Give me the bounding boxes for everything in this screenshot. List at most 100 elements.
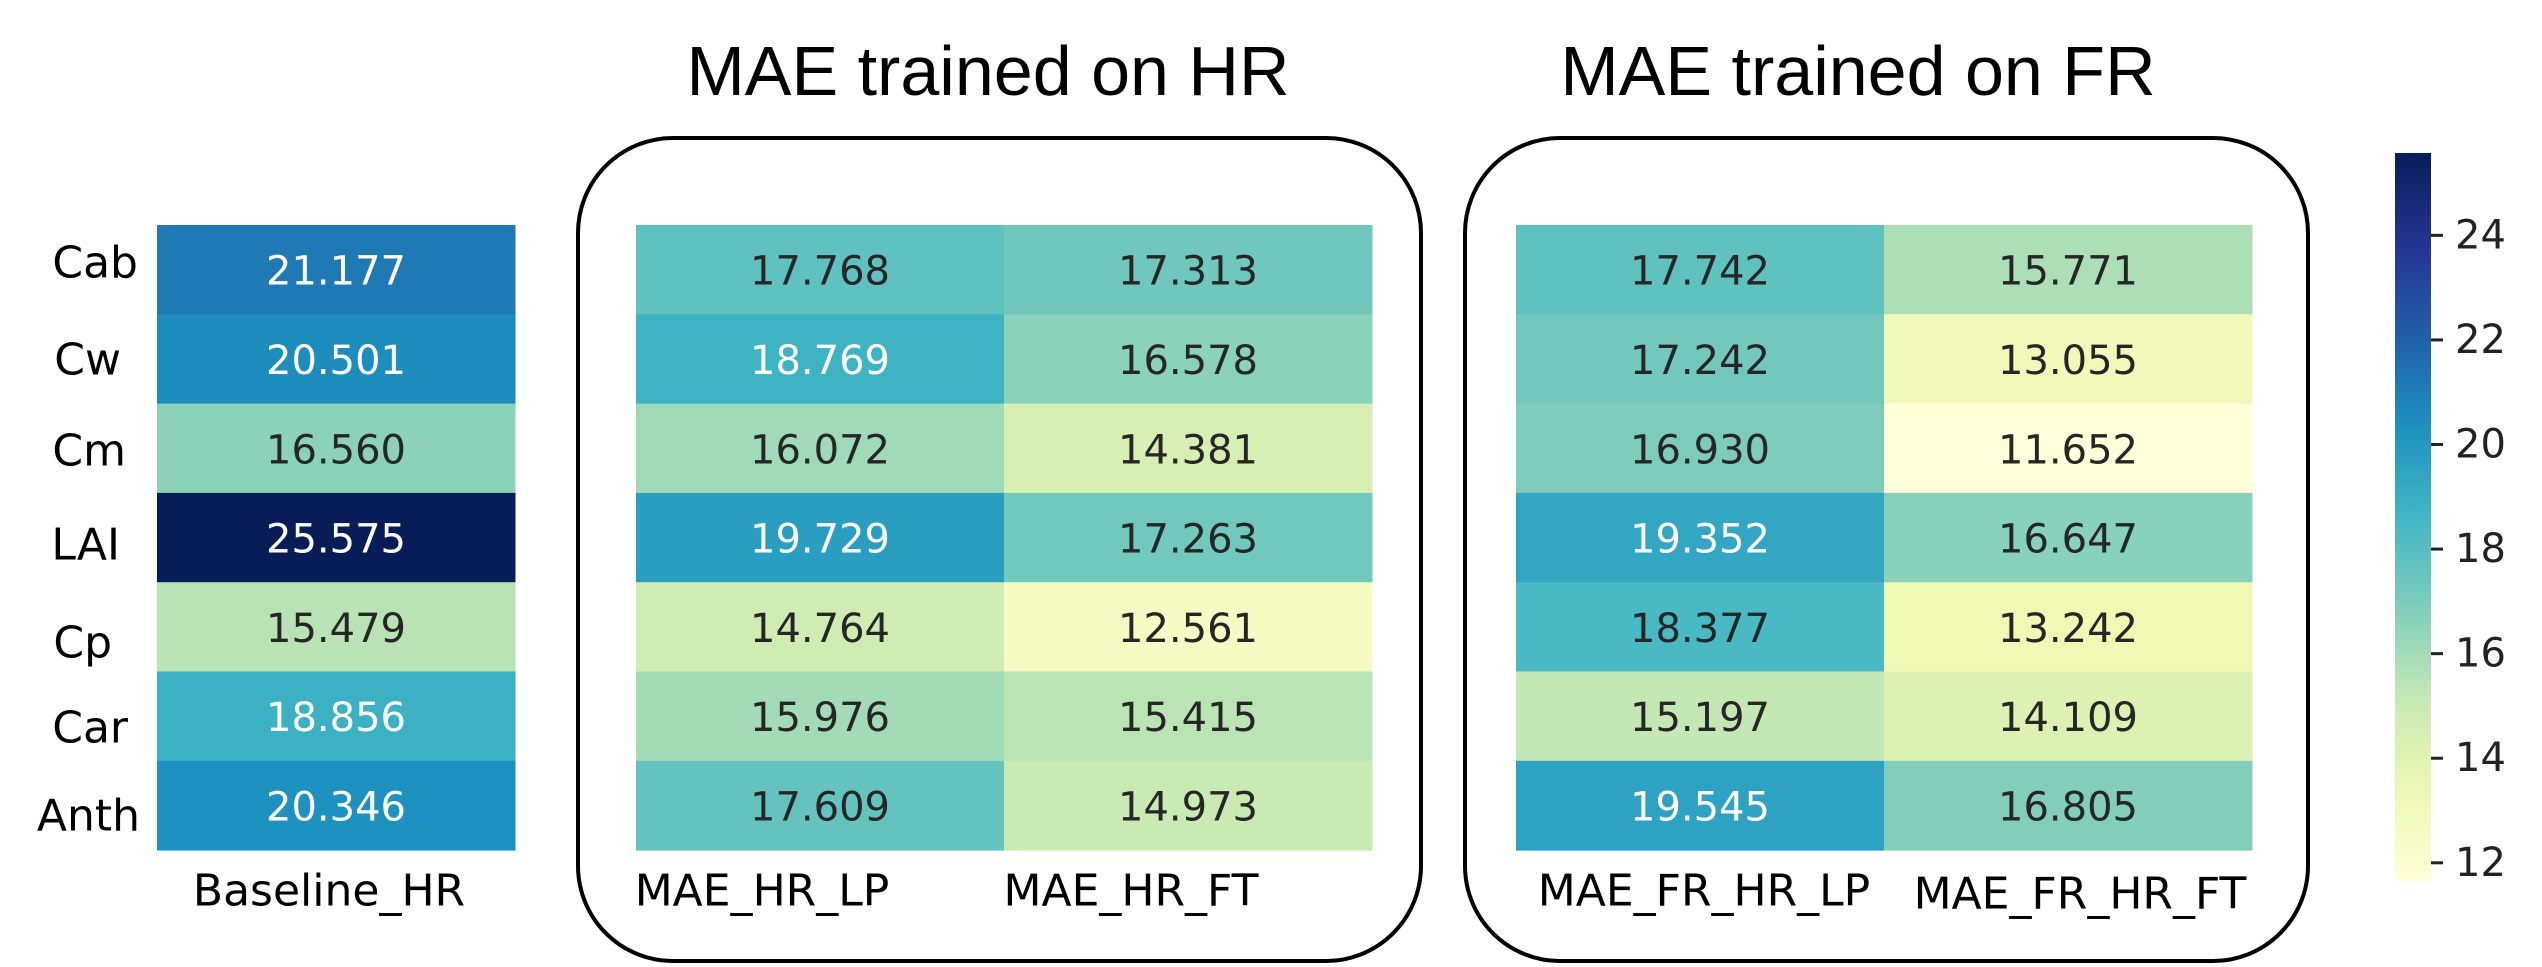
cell-value-label: 15.976 — [750, 695, 890, 741]
heatmap-cell — [636, 314, 1005, 405]
heatmap-cell — [1516, 671, 1885, 762]
heatmap-cell — [636, 760, 1005, 851]
heatmap-cell — [636, 582, 1005, 672]
heatmap-cell — [1884, 225, 2253, 315]
heatmap-cell — [1004, 492, 1373, 583]
cell-value-label: 20.346 — [266, 784, 406, 830]
heatmap-cell — [1884, 403, 2253, 494]
col-label-baseline-hr: Baseline_HR — [193, 866, 465, 917]
group-frame-hr — [576, 136, 1423, 963]
col-label-mae-fr-hr-ft: MAE_FR_HR_FT — [1914, 869, 2247, 920]
heatmap-cell — [1004, 671, 1373, 762]
heatmap-cell — [1516, 314, 1885, 405]
heatmap-cell — [157, 582, 516, 672]
row-label-cm: Cm — [52, 426, 126, 477]
heatmap-cell — [636, 492, 1005, 583]
row-label-anth: Anth — [37, 791, 140, 842]
colorbar-tick-label: 18 — [2455, 526, 2506, 572]
cell-value-label: 16.805 — [1998, 784, 2138, 830]
colorbar-tick-label: 24 — [2455, 212, 2506, 258]
heatmap-cell — [1004, 403, 1373, 494]
col-label-mae-hr-lp: MAE_HR_LP — [635, 866, 890, 917]
cell-value-label: 15.771 — [1998, 249, 2138, 295]
heatmap-cell — [1004, 760, 1373, 851]
col-label-mae-hr-ft: MAE_HR_FT — [1004, 866, 1259, 917]
heatmap-cell — [1516, 760, 1885, 851]
cell-value-label: 14.381 — [1118, 427, 1258, 473]
cell-value-label: 15.415 — [1118, 695, 1258, 741]
cell-value-label: 16.647 — [1998, 517, 2138, 563]
heatmap-cell — [1516, 582, 1885, 672]
heatmap-cell — [1884, 492, 2253, 583]
heatmap-cell — [1516, 492, 1885, 583]
column-labels: Baseline_HR MAE_HR_LP MAE_HR_FT MAE_FR_H… — [193, 866, 2247, 920]
colorbar-gradient — [2395, 153, 2431, 881]
cell-value-label: 17.768 — [750, 249, 890, 295]
cell-value-label: 19.545 — [1630, 784, 1770, 830]
cell-value-label: 13.242 — [1998, 606, 2138, 652]
cell-value-label: 12.561 — [1118, 606, 1258, 652]
cell-value-label: 11.652 — [1998, 427, 2138, 473]
cell-value-label: 19.352 — [1630, 517, 1770, 563]
cell-value-label: 17.263 — [1118, 517, 1258, 563]
cell-value-label: 18.377 — [1630, 606, 1770, 652]
colorbar-tick-label: 12 — [2455, 840, 2506, 886]
heatmap-cell — [636, 225, 1005, 315]
heatmap-cell — [157, 760, 516, 851]
colorbar-tick-label: 14 — [2455, 735, 2506, 781]
heatmap-cells: 21.177 20.501 16.560 25.575 15.479 18.856 20.3… — [157, 225, 2253, 851]
heatmap-cell — [1884, 671, 2253, 762]
heatmap-cell — [157, 671, 516, 762]
colorbar-tick-label: 16 — [2455, 631, 2506, 677]
cell-value-label: 13.055 — [1998, 338, 2138, 384]
heatmap-cell — [636, 403, 1005, 494]
heatmap-cell — [157, 403, 516, 494]
cell-value-label: 17.313 — [1118, 249, 1258, 295]
heatmap-cell — [1884, 760, 2253, 851]
cell-value-label: 25.575 — [266, 517, 406, 563]
heatmap-cell — [1884, 314, 2253, 405]
cell-value-label: 17.242 — [1630, 338, 1770, 384]
heatmap-cell — [1516, 225, 1885, 315]
colorbar-tick-label: 20 — [2455, 422, 2506, 468]
group-frame-fr — [1463, 136, 2310, 963]
group-title-hr: MAE trained on HR — [686, 32, 1289, 110]
row-labels: Cab Cw Cm LAI Cp Car Anth — [37, 238, 140, 842]
colorbar: 12 14 16 18 20 22 24 — [2395, 153, 2506, 886]
heatmap-cell — [1004, 314, 1373, 405]
heatmap-cell — [1004, 225, 1373, 315]
cell-value-label: 14.764 — [750, 606, 890, 652]
heatmap-cell — [636, 671, 1005, 762]
cell-value-label: 16.560 — [266, 427, 406, 473]
cell-value-label: 21.177 — [266, 249, 406, 295]
heatmap-cell — [157, 492, 516, 583]
cell-value-label: 16.072 — [750, 427, 890, 473]
row-label-cab: Cab — [52, 238, 138, 289]
group-title-fr: MAE trained on FR — [1560, 32, 2155, 110]
heatmap-cell — [157, 225, 516, 315]
cell-value-label: 19.729 — [750, 517, 890, 563]
heatmap-cell — [1004, 582, 1373, 672]
cell-value-label: 15.197 — [1630, 695, 1770, 741]
row-label-lai: LAI — [51, 520, 120, 571]
cell-value-label: 16.930 — [1630, 427, 1770, 473]
cell-value-label: 14.109 — [1998, 695, 2138, 741]
col-label-mae-fr-hr-lp: MAE_FR_HR_LP — [1538, 866, 1870, 917]
heatmap-cell — [157, 314, 516, 405]
cell-value-label: 18.856 — [266, 695, 406, 741]
heatmap-cell — [1884, 582, 2253, 672]
colorbar-tick-label: 22 — [2455, 317, 2506, 363]
cell-value-label: 20.501 — [266, 338, 406, 384]
row-label-car: Car — [52, 703, 129, 754]
cell-value-label: 17.742 — [1630, 249, 1770, 295]
cell-value-label: 17.609 — [750, 784, 890, 830]
heatmap-cell — [1516, 403, 1885, 494]
colorbar-ticks: 12 14 16 18 20 22 24 — [2431, 212, 2506, 886]
cell-value-label: 16.578 — [1118, 338, 1258, 384]
row-label-cp: Cp — [53, 618, 112, 669]
row-label-cw: Cw — [54, 335, 121, 386]
cell-value-label: 14.973 — [1118, 784, 1258, 830]
cell-value-label: 15.479 — [266, 606, 406, 652]
cell-value-label: 18.769 — [750, 338, 890, 384]
